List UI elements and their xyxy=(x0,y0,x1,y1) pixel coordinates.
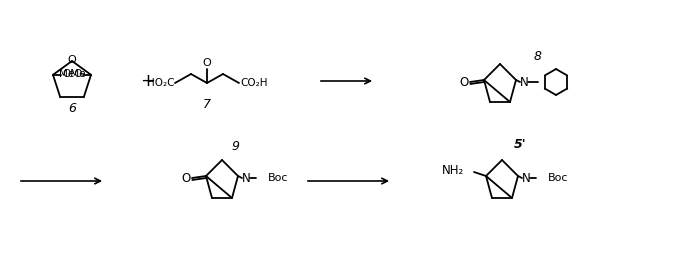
Text: +: + xyxy=(141,72,155,90)
Text: 9: 9 xyxy=(231,139,239,152)
Text: 6: 6 xyxy=(68,102,76,115)
Text: HO₂C: HO₂C xyxy=(146,78,174,88)
Text: MeO: MeO xyxy=(59,69,82,79)
Text: N: N xyxy=(241,172,251,185)
Text: 5': 5' xyxy=(514,138,526,151)
Text: O: O xyxy=(202,58,211,68)
Text: CO₂H: CO₂H xyxy=(240,78,267,88)
Text: 8: 8 xyxy=(534,49,542,63)
Text: O: O xyxy=(181,172,190,185)
Text: N: N xyxy=(519,76,528,89)
Text: Boc: Boc xyxy=(548,173,568,183)
Text: OMe: OMe xyxy=(62,69,85,79)
Text: 7: 7 xyxy=(203,98,211,111)
Text: O: O xyxy=(459,76,468,89)
Text: N: N xyxy=(522,172,531,185)
Text: Boc: Boc xyxy=(268,173,288,183)
Text: O: O xyxy=(68,55,76,65)
Text: NH₂: NH₂ xyxy=(442,164,464,177)
